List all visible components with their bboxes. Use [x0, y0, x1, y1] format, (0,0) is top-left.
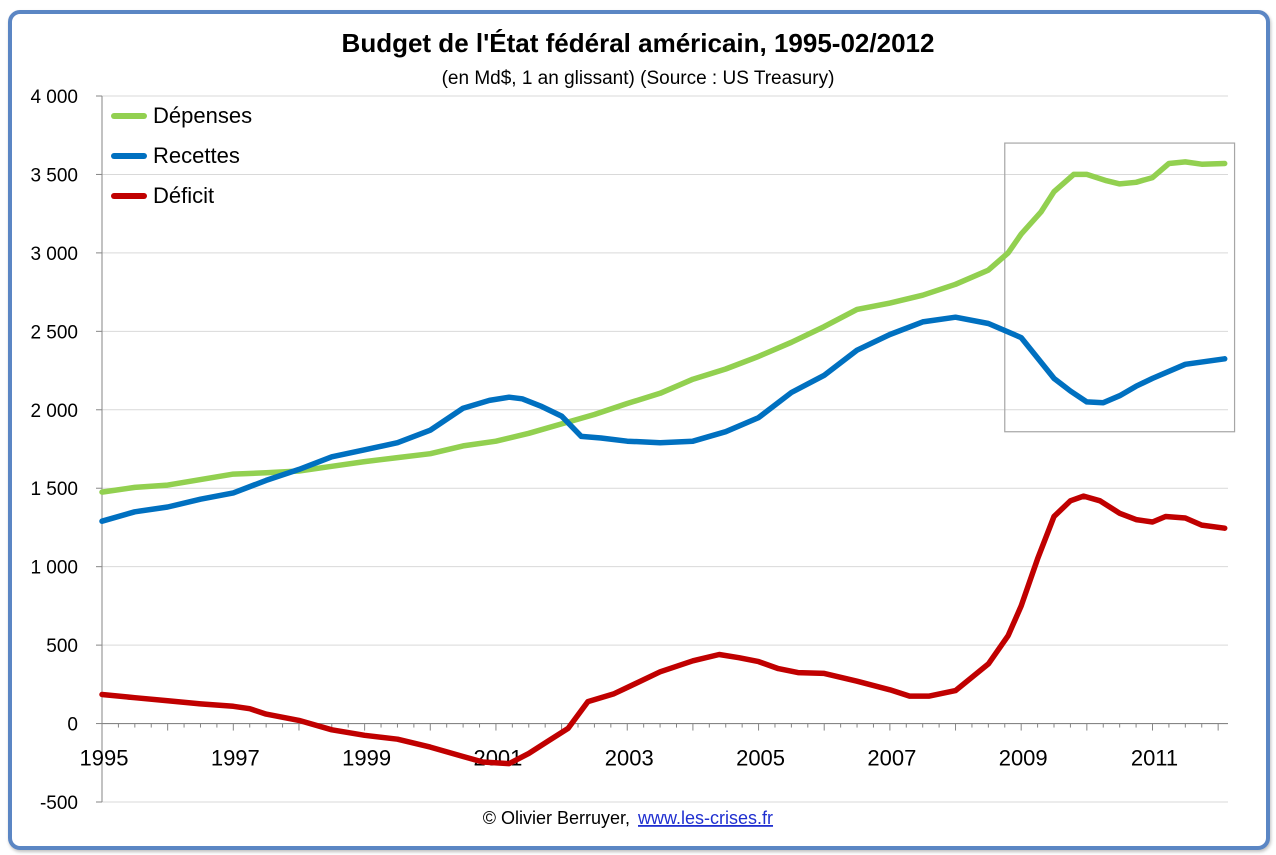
chart-subtitle: (en Md$, 1 an glissant) (Source : US Tre…: [442, 68, 835, 89]
series-group: [99, 159, 1228, 767]
legend-label: Recettes: [153, 143, 240, 168]
x-tick-label: 2007: [867, 746, 916, 771]
legend-label: Dépenses: [153, 103, 252, 128]
x-tick-label: 2005: [736, 746, 785, 771]
x-tick-label: 1997: [211, 746, 260, 771]
series-line-depenses: [99, 159, 1228, 495]
credit-link[interactable]: www.les-crises.fr: [637, 808, 773, 828]
y-tick-label: 4 000: [30, 87, 78, 108]
y-tick-label: 2 500: [30, 322, 78, 343]
credit: © Olivier Berruyer, www.les-crises.fr: [483, 808, 773, 828]
x-tick-label: 2003: [605, 746, 654, 771]
y-tick-label: 0: [67, 715, 78, 736]
highlight-box: [1004, 142, 1236, 433]
y-tick-label: -500: [40, 793, 78, 814]
y-tick-label: 1 000: [30, 558, 78, 579]
y-tick-label: 3 500: [30, 165, 78, 186]
x-tick-label: 2011: [1131, 746, 1178, 771]
series-line-deficit: [99, 493, 1228, 767]
x-tick-label: 1995: [80, 746, 129, 771]
y-tick-label: 3 000: [30, 244, 78, 265]
chart-frame: [8, 10, 1270, 850]
credit-text: © Olivier Berruyer,: [483, 808, 630, 828]
y-tick-label: 1 500: [30, 479, 78, 500]
legend-label: Déficit: [153, 183, 214, 208]
x-tick-label: 1999: [342, 746, 391, 771]
grid-lines: [102, 95, 1228, 803]
y-tick-label: 500: [46, 636, 78, 657]
series-line-recettes: [99, 314, 1228, 524]
chart-title: Budget de l'État fédéral américain, 1995…: [342, 28, 935, 58]
axes: -500 0 500 1 000 1 500 2 000 2 500 3 000 3 500 4 …: [30, 87, 1228, 814]
legend: Dépenses Recettes Déficit: [111, 103, 252, 208]
highlight-rectangle: [1004, 142, 1236, 433]
x-tick-label: 2009: [999, 746, 1048, 771]
y-tick-label: 2 000: [30, 401, 78, 422]
